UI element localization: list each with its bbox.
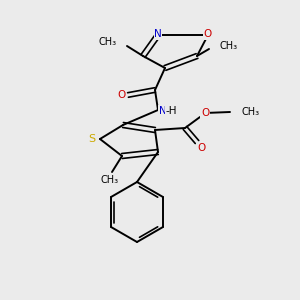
Text: CH₃: CH₃ — [99, 37, 117, 47]
Text: O: O — [201, 108, 209, 118]
Text: CH₃: CH₃ — [101, 175, 119, 185]
Text: N: N — [154, 29, 162, 39]
Text: O: O — [117, 90, 125, 100]
Text: CH₃: CH₃ — [219, 41, 237, 51]
Text: O: O — [197, 143, 205, 153]
Text: CH₃: CH₃ — [242, 107, 260, 117]
Text: O: O — [204, 29, 212, 39]
Text: -H: -H — [166, 106, 178, 116]
Text: N: N — [159, 106, 167, 116]
Text: S: S — [88, 134, 96, 144]
